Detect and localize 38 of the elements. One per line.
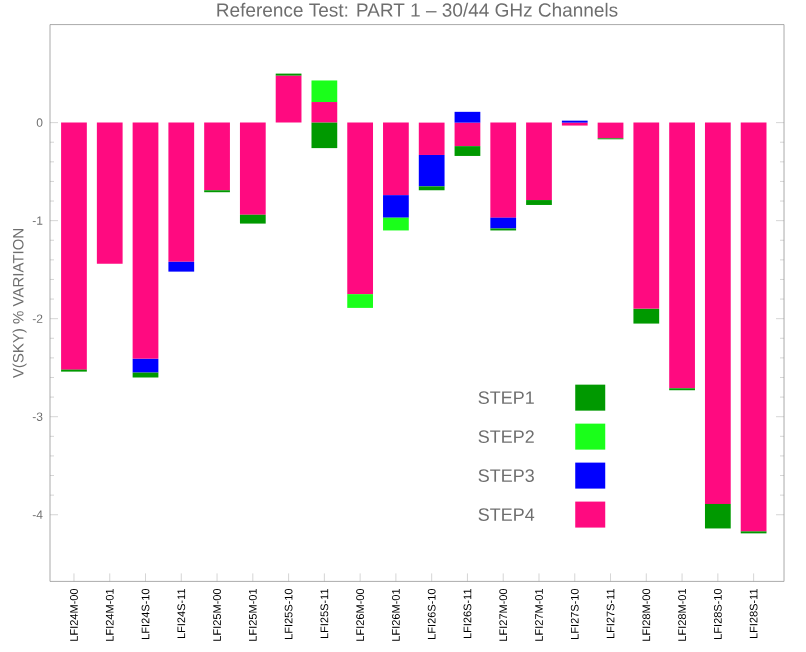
bar	[633, 122, 660, 309]
bar	[311, 102, 338, 123]
bar	[490, 122, 517, 218]
bar	[239, 214, 266, 224]
bar	[454, 111, 481, 123]
bar	[669, 122, 695, 389]
bar	[418, 154, 445, 187]
chart-title: Reference Test: PART 1 – 30/44 GHz Channels	[217, 2, 618, 17]
bar	[132, 358, 159, 373]
legend-label: STEP1	[478, 391, 534, 405]
bar	[597, 122, 624, 139]
bar	[347, 294, 374, 308]
bar	[740, 122, 767, 532]
bar	[704, 503, 731, 529]
bar	[383, 217, 409, 231]
bar	[311, 122, 338, 149]
bar	[418, 122, 445, 155]
bar	[490, 217, 517, 229]
bar	[454, 122, 481, 147]
bar	[633, 308, 660, 324]
bar	[526, 122, 552, 201]
bar	[204, 122, 230, 191]
bar	[96, 122, 123, 264]
bar	[275, 75, 302, 123]
bar	[168, 122, 195, 262]
bar	[383, 195, 409, 218]
legend-label: STEP3	[478, 469, 534, 482]
bar	[168, 261, 195, 272]
bar	[132, 122, 159, 359]
bar	[311, 80, 338, 103]
legend-label: STEP4	[478, 508, 535, 521]
bar	[61, 122, 87, 370]
bar	[347, 122, 374, 295]
bar	[239, 122, 266, 215]
bar	[383, 122, 409, 196]
legend-label: STEP2	[478, 430, 534, 444]
bar	[454, 146, 481, 156]
bar	[704, 122, 731, 504]
